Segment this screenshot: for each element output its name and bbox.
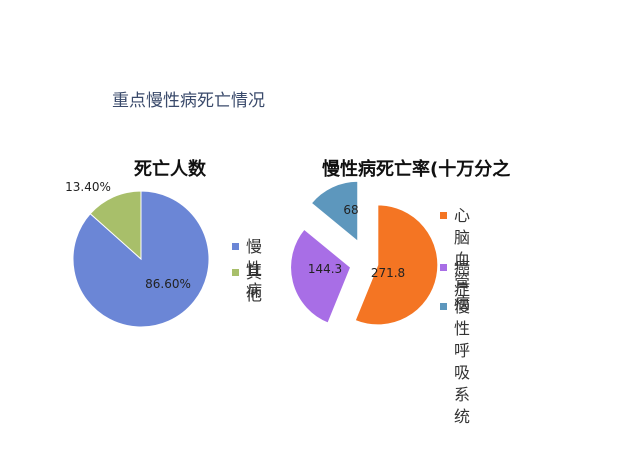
pie-slice-1 [290, 228, 352, 324]
legend-item-chronic: 慢性病 [232, 236, 262, 302]
pie-chart-mortality-rate: 271.8 144.3 68 [290, 180, 439, 326]
chart2-title: 慢性病死亡率(十万分之 [322, 159, 511, 180]
legend-swatch [232, 243, 239, 250]
legend-label: 慢性呼 吸系统 [454, 297, 471, 426]
legend-swatch [440, 264, 447, 271]
chart1-title: 死亡人数 [134, 159, 206, 180]
legend-swatch [232, 269, 239, 276]
pie-chart-deaths: 86.60% 13.40% [65, 180, 210, 328]
legend-item-cardio: 心脑血 管病 [440, 205, 470, 315]
legend-label: 其他 [246, 263, 263, 304]
legend-swatch [440, 303, 447, 310]
pie-slice-1 [89, 190, 142, 261]
slice-data-label: 144.3 [308, 262, 342, 276]
pie-slice-0 [354, 204, 439, 326]
legend-item-other: 其他 [232, 262, 262, 306]
page-title: 重点慢性病死亡情况 [112, 91, 265, 111]
pie-slice-2 [310, 180, 359, 243]
legend-item-cancer: 癌症 [440, 257, 470, 301]
legend-item-respiratory: 慢性呼 吸系统 [440, 296, 470, 428]
slice-data-label: 13.40% [65, 180, 111, 194]
legend-label: 癌症 [454, 258, 471, 299]
slice-data-label: 271.8 [371, 266, 405, 280]
legend-label: 慢性病 [246, 237, 263, 300]
slice-data-label: 86.60% [145, 277, 191, 291]
legend-label: 心脑血 管病 [454, 206, 471, 313]
slice-data-label: 68 [343, 203, 358, 217]
legend-swatch [440, 212, 447, 219]
